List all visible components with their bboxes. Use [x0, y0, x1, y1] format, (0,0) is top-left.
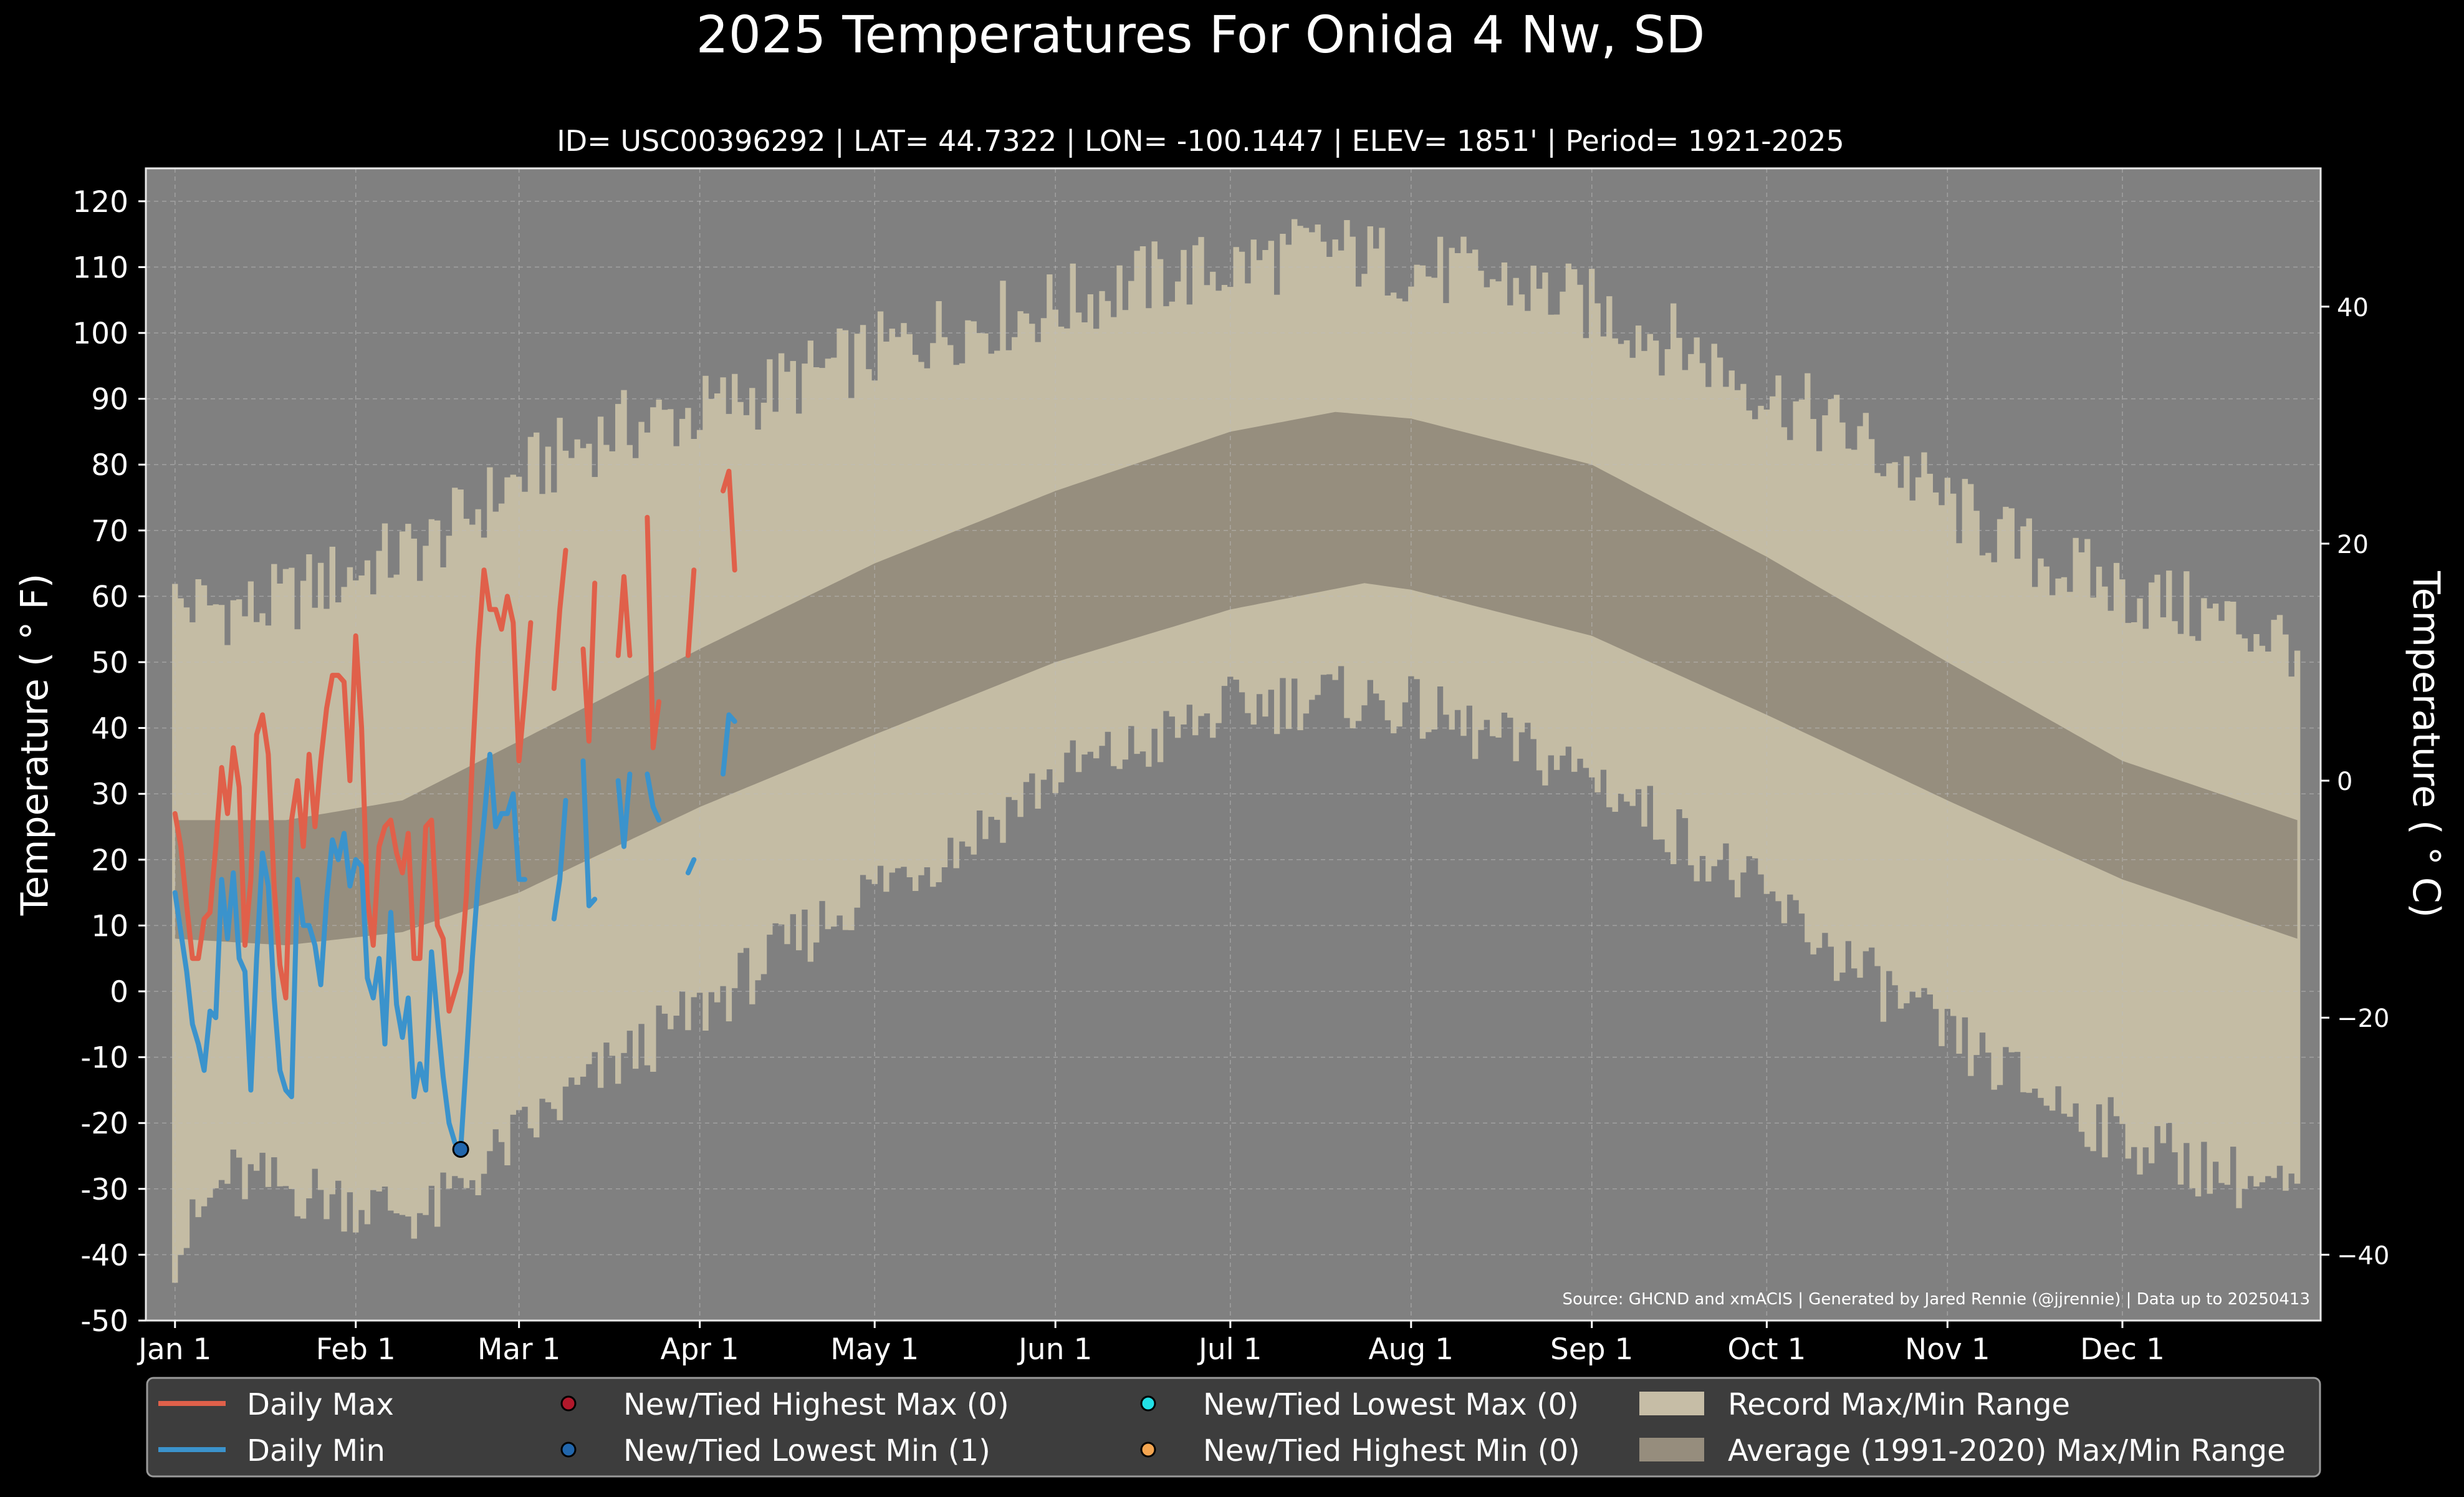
y-tick-label: 30	[91, 777, 128, 812]
y-tick-label: 50	[91, 646, 128, 680]
y-tick-label-c: 20	[2337, 531, 2369, 559]
x-tick-label: Jun 1	[1017, 1332, 1092, 1367]
legend-swatch-dot	[560, 1442, 577, 1458]
x-axis-months: Jan 1 Feb 1 Mar 1 Apr 1 May 1 Jun 1 Jul 1 Aug 1…	[137, 1321, 2165, 1367]
legend-item: New/Tied Lowest Max (0)	[1140, 1387, 1579, 1422]
y-axis-label-left: Temperature ( ° F)	[13, 574, 57, 917]
x-tick-label: Mar 1	[477, 1332, 561, 1367]
chart-subtitle: ID= USC00396292 | LAT= 44.7322 | LON= -1…	[557, 124, 1844, 158]
legend-items: Daily Max Daily Min New/Tied Highest Max (…	[158, 1387, 2286, 1468]
legend-swatch-patch	[1639, 1392, 1704, 1415]
legend-label: Daily Min	[247, 1433, 385, 1468]
legend-item: Daily Max	[158, 1387, 394, 1422]
y-tick-label-c: 40	[2337, 294, 2369, 322]
x-tick-label: Sep 1	[1550, 1332, 1633, 1367]
y-axis-fahrenheit: -50 -40 -30 -20 -10 0 10 20 30 40 50 60 70 80 90 100 110…	[72, 185, 146, 1339]
legend-swatch-dot	[1140, 1442, 1156, 1458]
x-tick-label: Oct 1	[1727, 1332, 1806, 1367]
legend-label: Average (1991-2020) Max/Min Range	[1728, 1433, 2286, 1468]
legend: Daily Max Daily Min New/Tied Highest Max (…	[146, 1377, 2321, 1478]
y-tick-label: 0	[110, 975, 128, 1009]
record-max-min-range	[172, 219, 2301, 1283]
y-tick-label: 120	[72, 185, 128, 219]
x-tick-label: Apr 1	[661, 1332, 739, 1367]
series-daily-max	[172, 468, 737, 1014]
legend-label: Record Max/Min Range	[1728, 1387, 2070, 1422]
y-tick-label-c: −40	[2337, 1241, 2389, 1270]
legend-item: New/Tied Lowest Min (1)	[560, 1433, 990, 1468]
x-tick-label: Feb 1	[316, 1332, 396, 1367]
y-tick-label: 60	[91, 580, 128, 614]
y-tick-label: -10	[80, 1041, 128, 1076]
plot-frame	[145, 167, 2322, 1322]
y-tick-label: -20	[80, 1107, 128, 1141]
y-tick-label: 40	[91, 712, 128, 746]
x-tick-label: May 1	[830, 1332, 919, 1367]
legend-swatch-patch	[1639, 1438, 1704, 1461]
y-tick-label: -30	[80, 1173, 128, 1207]
legend-label: Daily Max	[247, 1387, 394, 1422]
source-note: Source: GHCND and xmACIS | Generated by …	[1562, 1290, 2310, 1309]
y-axis-celsius: −40 −20 0 20 40	[2321, 294, 2389, 1270]
y-tick-label: 70	[91, 514, 128, 549]
y-tick-label: 10	[91, 909, 128, 943]
legend-item: Daily Min	[158, 1433, 385, 1468]
series-layer	[172, 468, 737, 1152]
y-tick-label-c: 0	[2337, 768, 2352, 796]
x-tick-label: Jul 1	[1197, 1332, 1262, 1367]
x-tick-label: Aug 1	[1368, 1332, 1454, 1367]
legend-swatch-dot	[1140, 1395, 1156, 1412]
x-tick-label: Dec 1	[2080, 1332, 2165, 1367]
average-max-min-range	[175, 412, 2298, 946]
y-axis-label-right: Temperature ( ° C)	[2404, 570, 2448, 918]
legend-label: New/Tied Highest Min (0)	[1203, 1433, 1580, 1468]
y-tick-label: 90	[91, 383, 128, 417]
y-tick-label: -40	[80, 1238, 128, 1273]
legend-item: Record Max/Min Range	[1639, 1387, 2070, 1422]
legend-label: New/Tied Lowest Min (1)	[623, 1433, 990, 1468]
y-tick-label: -50	[80, 1304, 128, 1339]
y-tick-label: 80	[91, 448, 128, 483]
chart-title: 2025 Temperatures For Onida 4 Nw, SD	[696, 6, 1705, 65]
legend-label: New/Tied Highest Max (0)	[623, 1387, 1009, 1422]
legend-item: Average (1991-2020) Max/Min Range	[1639, 1433, 2286, 1468]
legend-item: New/Tied Highest Max (0)	[560, 1387, 1009, 1422]
legend-box	[146, 1377, 2321, 1478]
legend-swatch-dot	[560, 1395, 577, 1412]
legend-item: New/Tied Highest Min (0)	[1140, 1433, 1580, 1468]
plot-area: Source: GHCND and xmACIS | Generated by …	[145, 167, 2322, 1322]
x-tick-label: Jan 1	[137, 1332, 211, 1367]
x-tick-label: Nov 1	[1905, 1332, 1990, 1367]
y-tick-label: 100	[72, 317, 128, 351]
series-daily-min	[172, 712, 737, 1152]
y-tick-label-c: −20	[2337, 1004, 2389, 1033]
grid-lines	[146, 168, 2321, 1321]
record-marker-lowest-min	[452, 1140, 469, 1158]
y-tick-label: 20	[91, 844, 128, 878]
record-markers	[452, 1140, 469, 1158]
legend-label: New/Tied Lowest Max (0)	[1203, 1387, 1579, 1422]
y-tick-label: 110	[72, 251, 128, 285]
